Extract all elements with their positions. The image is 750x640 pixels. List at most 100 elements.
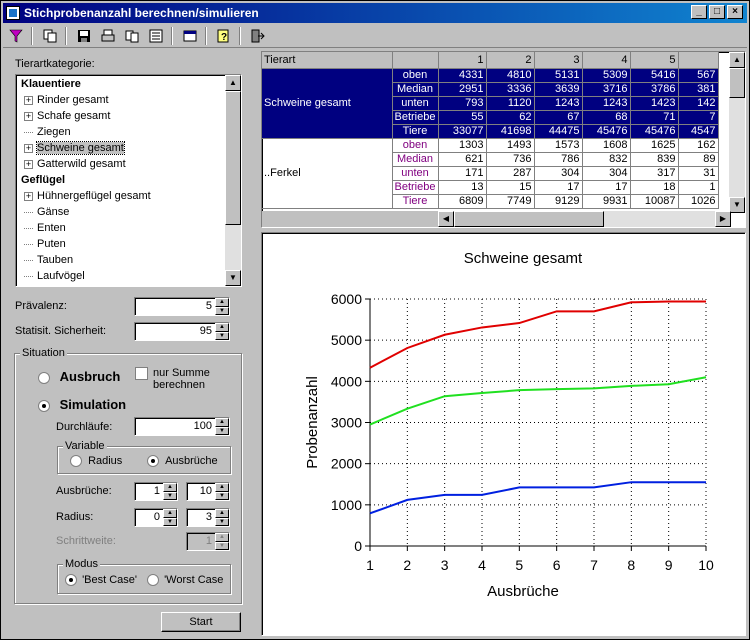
exit-icon[interactable] — [247, 26, 269, 46]
worst-case-radio-button[interactable] — [147, 574, 159, 587]
radius-from-spinner[interactable]: 0 ▲ ▼ — [134, 508, 178, 527]
tree-item[interactable]: Ziegen — [16, 124, 241, 140]
table-row[interactable]: Betriebe 13 15 17 17 18 1 — [262, 180, 719, 195]
spin-up-icon[interactable]: ▲ — [215, 298, 229, 307]
copy-pages-icon[interactable] — [121, 26, 143, 46]
column-header[interactable]: 2 — [486, 52, 535, 69]
scroll-down-icon[interactable]: ▼ — [225, 270, 241, 286]
ausbrueche-to-value[interactable]: 10 — [199, 485, 212, 497]
best-case-radio[interactable]: 'Best Case' — [65, 574, 137, 587]
column-header[interactable]: 4 — [582, 52, 631, 69]
simulation-radio[interactable]: Simulation — [38, 397, 126, 412]
tree-item[interactable]: Tauben — [16, 252, 241, 268]
best-case-radio-button[interactable] — [65, 574, 77, 587]
scroll-up-icon[interactable]: ▲ — [225, 75, 241, 91]
nur-summe-checkbox[interactable] — [135, 367, 148, 380]
table-vscroll-thumb[interactable] — [729, 68, 745, 98]
table-hscroll[interactable]: ◀ ▶ — [262, 211, 731, 227]
table-row[interactable]: ..Ferkel oben 1303 1493 1573 1608 1625 162 — [262, 138, 719, 209]
durchlaeufe-spinner[interactable]: 100 ▲ ▼ — [134, 417, 230, 436]
category-tree[interactable]: Klauentiere + Rinder gesamt + Schafe gesamt Z… — [15, 74, 242, 287]
table-row[interactable]: unten 171 287 304 304 317 31 — [262, 166, 719, 181]
table-row[interactable]: Median 2951 3336 3639 3716 3786 381 — [262, 82, 719, 97]
tree-item[interactable]: + Rinder gesamt — [16, 92, 241, 108]
window-icon[interactable] — [179, 26, 201, 46]
tree-item[interactable]: Enten — [16, 220, 241, 236]
spin-up-icon[interactable]: ▲ — [215, 323, 229, 332]
spin-down-icon[interactable]: ▼ — [215, 331, 229, 340]
sicherheit-value[interactable]: 95 — [199, 325, 212, 337]
praevalenz-spinner[interactable]: 5 ▲ ▼ — [134, 297, 230, 316]
durchlaeufe-value[interactable]: 100 — [193, 420, 212, 432]
ausbruch-radio[interactable]: Ausbruch — [38, 369, 120, 384]
scroll-right-icon[interactable]: ▶ — [715, 211, 731, 227]
expand-icon[interactable]: + — [24, 142, 33, 153]
tree-item[interactable]: + Hühnergeflügel gesamt — [16, 188, 241, 204]
radius-from-value[interactable]: 0 — [153, 511, 160, 523]
filter-icon[interactable] — [5, 26, 27, 46]
scroll-down-icon[interactable]: ▼ — [729, 197, 745, 213]
radius-to-value[interactable]: 3 — [205, 511, 212, 523]
spin-up-icon[interactable]: ▲ — [215, 418, 229, 427]
results-table[interactable]: Tierart 1 2 3 4 5 Schweine gesamt oben 4331 4810 5… — [261, 51, 746, 228]
scroll-left-icon[interactable]: ◀ — [438, 211, 454, 227]
ausbrueche-to-spinner[interactable]: 10 ▲ ▼ — [186, 482, 230, 501]
spin-down-icon[interactable]: ▼ — [163, 517, 177, 526]
spin-down-icon[interactable]: ▼ — [215, 517, 229, 526]
radius-radio-button[interactable] — [70, 455, 82, 468]
scroll-thumb[interactable] — [225, 91, 241, 225]
table-hscroll-thumb[interactable] — [454, 211, 604, 227]
spin-down-icon[interactable]: ▼ — [163, 491, 177, 500]
tree-item[interactable]: Puten — [16, 236, 241, 252]
sicherheit-spinner[interactable]: 95 ▲ ▼ — [134, 322, 230, 341]
spin-up-icon[interactable]: ▲ — [215, 509, 229, 518]
column-header[interactable]: 1 — [438, 52, 487, 69]
list-icon[interactable] — [145, 26, 167, 46]
checkbox-box[interactable] — [135, 367, 148, 380]
tree-item[interactable]: + Schweine gesamt — [16, 140, 241, 156]
print-icon[interactable] — [97, 26, 119, 46]
column-header[interactable] — [678, 52, 719, 69]
table-row[interactable]: Median 621 736 786 832 839 89 — [262, 152, 719, 167]
ausbrueche-radio-button[interactable] — [147, 455, 159, 468]
tree-item[interactable]: Gänse — [16, 204, 241, 220]
ausbrueche-radio[interactable]: Ausbrüche — [147, 455, 218, 468]
expand-icon[interactable]: + — [24, 110, 33, 121]
start-button[interactable]: Start — [161, 612, 241, 632]
praevalenz-value[interactable]: 5 — [205, 300, 212, 312]
table-row[interactable]: Tiere 6809 7749 9129 9931 10087 1026 — [262, 194, 719, 209]
column-header[interactable]: 5 — [630, 52, 679, 69]
spin-down-icon[interactable]: ▼ — [215, 306, 229, 315]
tree-item[interactable]: Laufvögel — [16, 268, 241, 284]
table-vscroll[interactable]: ▲ ▼ — [729, 52, 745, 213]
spin-up-icon[interactable]: ▲ — [215, 483, 229, 492]
expand-icon[interactable]: + — [24, 94, 33, 105]
scroll-up-icon[interactable]: ▲ — [729, 52, 745, 68]
help-icon[interactable]: ? — [213, 26, 235, 46]
tree-scrollbar[interactable]: ▲ ▼ — [225, 75, 241, 286]
radius-to-spinner[interactable]: 3 ▲ ▼ — [186, 508, 230, 527]
expand-icon[interactable]: + — [24, 190, 33, 201]
expand-icon[interactable]: + — [24, 158, 33, 169]
worst-case-radio[interactable]: 'Worst Case — [147, 574, 223, 587]
save-icon[interactable] — [73, 26, 95, 46]
ausbrueche-from-spinner[interactable]: 1 ▲ ▼ — [134, 482, 178, 501]
tree-item[interactable]: + Schafe gesamt — [16, 108, 241, 124]
tree-item[interactable]: + Gatterwild gesamt — [16, 156, 241, 172]
tree-item[interactable]: Geflügel — [16, 172, 241, 188]
simulation-radio-button[interactable] — [38, 399, 50, 412]
spin-down-icon[interactable]: ▼ — [215, 426, 229, 435]
maximize-button[interactable]: □ — [709, 5, 725, 19]
table-row[interactable]: Schweine gesamt oben 4331 4810 5131 5309 5416 5… — [262, 68, 719, 139]
header-tierart[interactable]: Tierart — [262, 52, 393, 69]
radius-radio[interactable]: Radius — [70, 455, 122, 468]
minimize-button[interactable]: _ — [691, 5, 707, 19]
spin-up-icon[interactable]: ▲ — [163, 509, 177, 518]
spin-up-icon[interactable]: ▲ — [163, 483, 177, 492]
close-button[interactable]: × — [727, 5, 743, 19]
ausbruch-radio-button[interactable] — [38, 371, 50, 384]
copy-icon[interactable] — [39, 26, 61, 46]
ausbrueche-from-value[interactable]: 1 — [153, 485, 160, 497]
tree-item[interactable]: Klauentiere — [16, 76, 241, 92]
spin-down-icon[interactable]: ▼ — [215, 491, 229, 500]
